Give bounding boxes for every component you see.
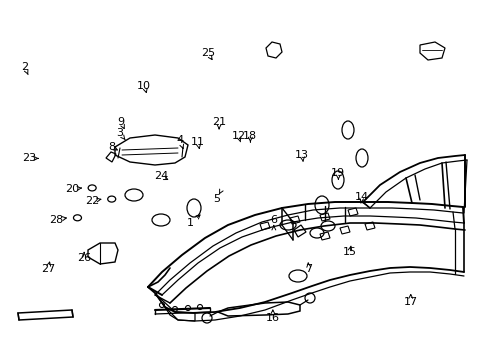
Text: 5: 5 [213, 194, 220, 204]
Text: 4: 4 [176, 135, 183, 145]
Text: 23: 23 [22, 153, 36, 163]
Text: 26: 26 [77, 253, 91, 264]
Text: 25: 25 [201, 48, 214, 58]
Text: 12: 12 [231, 131, 245, 141]
Text: 11: 11 [191, 137, 204, 147]
Text: 18: 18 [243, 131, 257, 141]
Text: 28: 28 [49, 215, 63, 225]
Text: 27: 27 [41, 264, 55, 274]
Text: 8: 8 [108, 142, 115, 152]
Text: 14: 14 [354, 192, 368, 202]
Text: 3: 3 [116, 128, 123, 138]
Text: 24: 24 [154, 171, 168, 181]
Text: 20: 20 [65, 184, 79, 194]
Text: 21: 21 [212, 117, 225, 127]
Text: 10: 10 [137, 81, 151, 91]
Text: 7: 7 [305, 264, 312, 274]
Text: 6: 6 [270, 215, 277, 225]
Text: 9: 9 [118, 117, 124, 127]
Text: 15: 15 [342, 247, 356, 257]
Text: 16: 16 [265, 312, 279, 323]
Text: 17: 17 [403, 297, 417, 307]
Text: 19: 19 [331, 168, 345, 178]
Text: 2: 2 [21, 62, 28, 72]
Text: 13: 13 [295, 150, 308, 160]
Text: 22: 22 [84, 196, 99, 206]
Text: 1: 1 [187, 218, 194, 228]
